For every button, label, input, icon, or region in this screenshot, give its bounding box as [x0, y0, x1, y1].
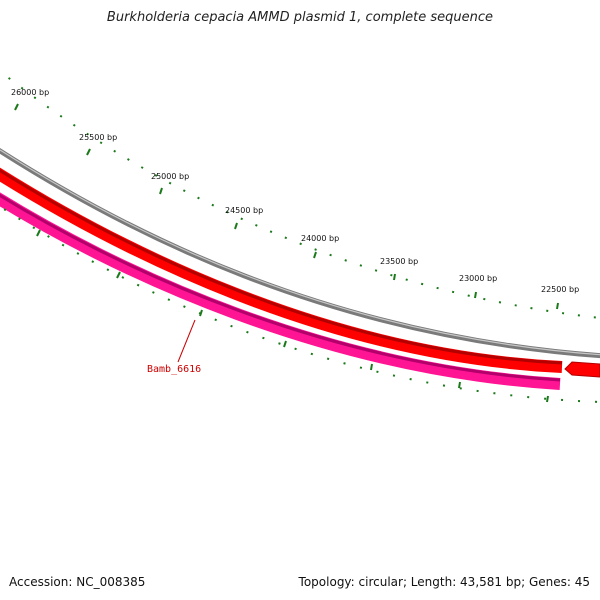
inner-major-tick [546, 395, 549, 403]
major-tick [393, 273, 396, 281]
inner-major-tick [458, 381, 461, 389]
major-tick [234, 222, 238, 230]
forward-gene-arrow[interactable] [564, 361, 600, 378]
summary-text: Topology: circular; Length: 43,581 bp; G… [298, 575, 590, 589]
major-tick [14, 103, 19, 111]
map-title: Burkholderia cepacia AMMD plasmid 1, com… [106, 10, 494, 25]
accession-text: Accession: NC_008385 [9, 575, 146, 589]
forward-gene-track[interactable] [0, 162, 563, 373]
gene-label-bamb-6616[interactable]: Bamb_6616 [147, 364, 201, 375]
inner-major-tick [116, 271, 121, 279]
major-tick [556, 302, 559, 310]
outer-tick-dots [0, 69, 600, 319]
gene-label-leader [177, 319, 196, 363]
scale-label-23500: 23500 bp [380, 257, 418, 266]
plasmid-backbone [0, 147, 600, 359]
reverse-gene-bamb-6616[interactable] [0, 187, 561, 390]
major-tick [313, 251, 317, 259]
forward-gene-track-shade [0, 168, 563, 365]
inner-major-tick [199, 309, 203, 317]
reverse-gene-shade [0, 193, 561, 382]
outer-major-ticks [14, 103, 559, 310]
scale-label-24500: 24500 bp [225, 206, 263, 215]
scale-label-23000: 23000 bp [459, 274, 497, 283]
scale-label-22500: 22500 bp [541, 285, 579, 294]
scale-label-25500: 25500 bp [79, 133, 117, 142]
scale-label-26000: 26000 bp [11, 88, 49, 97]
inner-scale-ticks [0, 205, 600, 403]
scale-label-24000: 24000 bp [301, 234, 339, 243]
outer-scale-ticks [0, 69, 600, 319]
inner-major-tick [370, 363, 373, 371]
inner-major-tick [36, 229, 41, 237]
major-tick [159, 187, 163, 195]
major-tick [86, 148, 91, 156]
scale-label-25000: 25000 bp [151, 172, 189, 181]
plasmid-backbone-highlight [0, 149, 600, 356]
inner-major-tick [283, 340, 287, 348]
major-tick [474, 291, 477, 299]
